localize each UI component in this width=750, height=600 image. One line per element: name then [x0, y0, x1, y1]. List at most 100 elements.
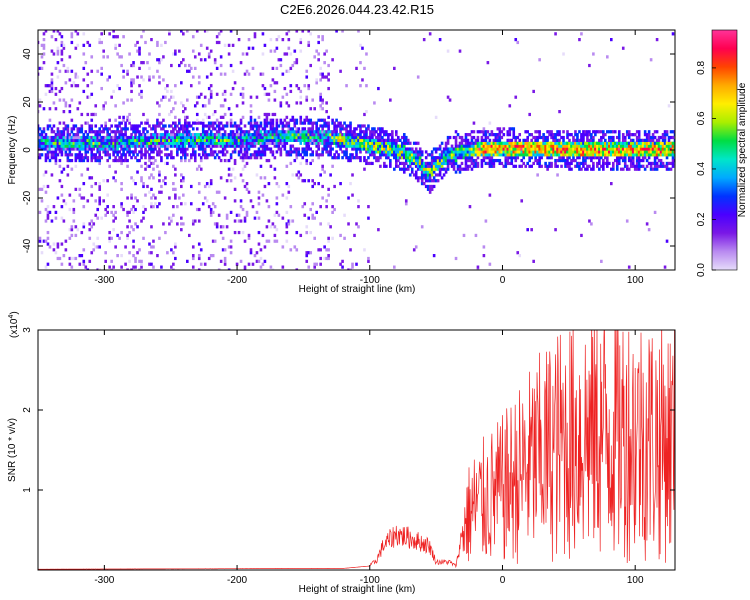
snr-y-ticks: 123 [22, 327, 675, 493]
spectrogram-cell [50, 141, 54, 145]
spectrogram-cell [185, 144, 189, 148]
spectrogram-cell [484, 153, 488, 157]
spectrogram-cell [466, 138, 470, 142]
spectrogram-cell [381, 147, 384, 151]
spectrogram-cell [182, 147, 185, 151]
spectrogram-cell [508, 161, 512, 166]
spectrogram-cell [295, 230, 299, 235]
spectrogram-cell [263, 150, 267, 154]
spectrogram-cell [488, 153, 492, 157]
spectrogram-cell [158, 135, 161, 140]
spectrogram-cell [671, 135, 675, 140]
spectrogram-cell [52, 30, 56, 33]
spectrogram-cell [140, 141, 143, 145]
spectrogram-cell [233, 135, 237, 140]
spectrogram-cell [397, 150, 400, 154]
spectrogram-cell [295, 138, 299, 142]
spectrogram-cell [317, 138, 320, 142]
spectrogram-cell [259, 248, 263, 252]
spectrogram-cell [530, 153, 533, 157]
spectrogram-cell [546, 156, 549, 160]
spectrogram-cell [184, 107, 187, 111]
spectrogram-cell [263, 144, 267, 148]
spectrogram-cell [275, 150, 279, 154]
spectrogram-cell [66, 144, 70, 148]
spectrogram-cell [528, 150, 531, 154]
spectrogram-cell [191, 265, 195, 269]
spectrogram-cell [669, 167, 673, 171]
spectrogram-cell [172, 95, 175, 99]
spectrogram-cell [215, 92, 219, 96]
spectrogram-cell [265, 92, 269, 96]
spectrogram-cell [319, 256, 322, 261]
spectrogram-cell [98, 184, 102, 189]
spectrogram-cell [454, 130, 458, 134]
spectrogram-cell [237, 213, 241, 217]
spectrogram-cell [323, 121, 326, 125]
spectrogram-cell [82, 144, 86, 148]
spectrogram-cell [160, 135, 163, 140]
spectrogram-cell [528, 158, 531, 163]
spectrogram-cell [48, 118, 52, 122]
spectrogram-cell [138, 92, 141, 96]
spectrogram-cell [138, 66, 141, 70]
spectrogram-cell [152, 147, 155, 151]
spectrogram-cell [655, 150, 659, 154]
spectrogram-cell [446, 156, 450, 160]
spectrogram-cell [594, 141, 597, 145]
spectrogram-cell [195, 30, 199, 33]
spectrogram-cell [40, 147, 44, 151]
spectrogram-cell [608, 138, 611, 142]
spectrogram-cell [82, 259, 86, 263]
spectrogram-cell [339, 121, 342, 125]
spectrogram-cell [317, 118, 320, 122]
spectrogram-cell [508, 141, 512, 145]
spectrogram-cell [253, 130, 257, 134]
spectrogram-cell [185, 127, 189, 131]
spectrogram-cell [209, 150, 213, 154]
spectrogram-cell [205, 133, 209, 137]
spectrogram-cell [176, 147, 179, 151]
spectrogram-cell [379, 141, 382, 145]
spectrogram-cell [94, 124, 98, 128]
spectrogram-cell [219, 30, 223, 33]
spectrogram-cell [271, 66, 275, 70]
spectrogram-cell [303, 138, 307, 142]
spectrogram-cell [82, 147, 86, 151]
spectrogram-cell [375, 150, 378, 154]
spectrogram-cell [600, 153, 603, 157]
spectrogram-cell [621, 46, 625, 50]
spectrogram-cell [321, 133, 324, 137]
spectrogram-cell [303, 118, 307, 122]
spectrogram-cell [160, 127, 163, 131]
spectrogram-cell [637, 147, 641, 151]
spectrogram-cell [424, 179, 428, 183]
spectrogram-cell [70, 228, 74, 232]
spectrogram-cell [327, 115, 330, 119]
spectrogram-cell [70, 225, 74, 229]
spectrogram-cell [124, 158, 127, 163]
spectrogram-cell [56, 46, 60, 50]
spectrogram-cell [40, 144, 44, 148]
spectrogram-cell [311, 98, 315, 102]
spectrogram-cell [108, 236, 111, 240]
spectrogram-cell [466, 167, 470, 171]
spectrogram-cell [185, 133, 189, 137]
spectrogram-cell [255, 124, 259, 128]
spectrogram-cell [598, 158, 601, 163]
spectrogram-cell [544, 164, 547, 168]
spectrogram-cell [436, 158, 440, 163]
spectrogram-cell [343, 141, 346, 145]
spectrogram-cell [548, 144, 551, 148]
spectrogram-cell [325, 141, 328, 145]
snr-multiplier-label: (x104) [8, 311, 20, 338]
spectrogram-cell [673, 150, 675, 154]
spectrogram-cell [110, 144, 113, 148]
spectrogram-cell [281, 265, 285, 269]
spectrogram-cell [136, 49, 139, 53]
spectrogram-cell [265, 130, 269, 134]
spectrogram-cell [402, 138, 406, 142]
spectrogram-cell [420, 176, 424, 180]
spectrogram-cell [168, 98, 171, 102]
spectrogram-cell [215, 118, 219, 122]
